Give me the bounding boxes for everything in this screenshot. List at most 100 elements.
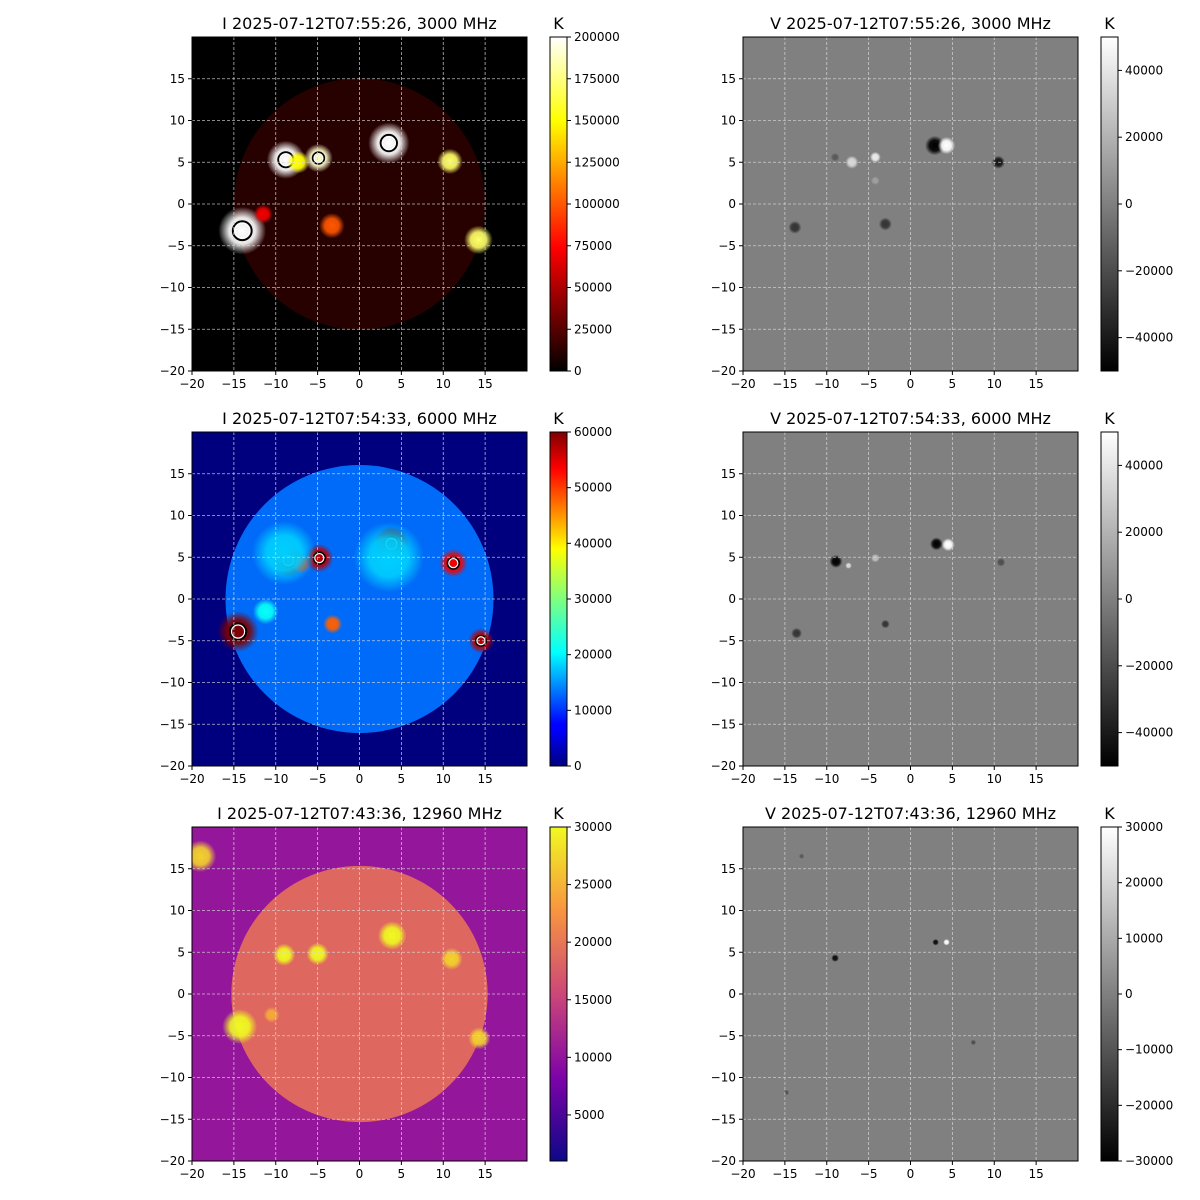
colorbar-tick-label: 30000 (1125, 820, 1163, 834)
chart-panel: I 2025-07-12T07:54:33, 6000 MHz −20 −15 −10… (160, 409, 613, 786)
radio-source (253, 204, 273, 224)
y-tick-label: 10 (170, 114, 185, 128)
x-tick-label: 10 (987, 772, 1002, 786)
image-area (743, 827, 1078, 1161)
radio-source (943, 938, 950, 946)
colorbar-label: K (1104, 409, 1115, 428)
x-tick-label: −5 (309, 772, 327, 786)
radio-source (798, 853, 805, 859)
colorbar-tick-label: 40000 (1125, 458, 1163, 472)
colorbar (1100, 826, 1119, 1162)
chart-panel: V 2025-07-12T07:54:33, 6000 MHz −20 −15 −10… (711, 409, 1174, 786)
chart-panel: I 2025-07-12T07:55:26, 3000 MHz −20 −15 −10… (160, 14, 620, 391)
colorbar-label: K (553, 14, 564, 33)
radio-source (937, 136, 956, 155)
radio-source (829, 554, 843, 568)
y-tick-label: 15 (170, 467, 185, 481)
radio-source (870, 553, 880, 563)
radio-source (304, 143, 333, 173)
radio-source (468, 1027, 491, 1050)
x-tick-label: −5 (309, 1167, 327, 1181)
chart-title: V 2025-07-12T07:43:36, 12960 MHz (765, 804, 1056, 823)
y-tick-label: −10 (711, 1071, 736, 1085)
x-tick-label: 10 (436, 377, 451, 391)
radio-source (831, 954, 839, 962)
y-tick-label: −15 (711, 717, 736, 731)
chart-title: I 2025-07-12T07:55:26, 3000 MHz (222, 14, 497, 33)
y-tick-label: −20 (711, 1154, 736, 1168)
x-tick-label: −15 (221, 377, 246, 391)
colorbar-label: K (553, 409, 564, 428)
colorbar (549, 826, 568, 1162)
radio-source (870, 176, 880, 185)
radio-source (437, 148, 463, 175)
colorbar (1100, 36, 1119, 372)
x-tick-label: −20 (730, 772, 755, 786)
radio-source (941, 538, 955, 552)
colorbar-label: K (1104, 804, 1115, 823)
colorbar-tick-label: −20000 (1125, 1098, 1173, 1112)
radio-source (440, 947, 463, 971)
colorbar-tick-label: 60000 (574, 425, 612, 439)
colorbar-tick-label: 0 (574, 364, 582, 378)
x-tick-label: 15 (477, 1167, 492, 1181)
y-tick-label: −5 (167, 1029, 185, 1043)
colorbar-tick-label: 100000 (574, 197, 620, 211)
y-tick-label: 15 (721, 72, 736, 86)
x-tick-label: 10 (987, 377, 1002, 391)
y-tick-label: −5 (167, 634, 185, 648)
colorbar-tick-label: 10000 (574, 703, 612, 717)
radio-source (845, 155, 859, 169)
colorbar-tick-label: 25000 (574, 322, 612, 336)
y-tick-label: −15 (160, 1112, 185, 1126)
x-tick-label: 0 (907, 377, 915, 391)
x-tick-label: −15 (772, 772, 797, 786)
radio-source (272, 943, 296, 966)
y-tick-label: 15 (721, 467, 736, 481)
radio-source (319, 212, 345, 239)
x-tick-label: −10 (814, 377, 839, 391)
x-tick-label: −5 (860, 772, 878, 786)
y-tick-label: −15 (160, 322, 185, 336)
x-tick-label: 5 (949, 1167, 957, 1181)
x-tick-label: −10 (263, 377, 288, 391)
y-tick-label: −15 (711, 1112, 736, 1126)
radio-source (996, 557, 1006, 567)
colorbar-tick-label: 20000 (1125, 525, 1163, 539)
y-tick-label: −15 (711, 322, 736, 336)
radio-source (830, 152, 840, 162)
image-area (192, 827, 527, 1161)
image-area (192, 37, 527, 371)
contour-outer (228, 622, 248, 641)
x-tick-label: −10 (814, 1167, 839, 1181)
y-tick-label: 5 (177, 155, 185, 169)
radio-source (263, 1006, 280, 1023)
radio-source (881, 619, 890, 629)
colorbar-tick-label: 40000 (574, 536, 612, 550)
colorbar (549, 431, 568, 767)
colorbar-tick-label: 175000 (574, 72, 620, 86)
x-tick-label: −20 (179, 377, 204, 391)
x-tick-label: −20 (179, 772, 204, 786)
contour-outer (311, 151, 326, 165)
x-tick-label: −20 (179, 1167, 204, 1181)
radio-source (438, 548, 468, 578)
radio-source (377, 921, 407, 950)
x-tick-label: 0 (356, 377, 364, 391)
y-tick-label: 0 (728, 197, 736, 211)
y-tick-label: −10 (160, 676, 185, 690)
x-tick-label: −15 (221, 1167, 246, 1181)
chart-title: I 2025-07-12T07:43:36, 12960 MHz (217, 804, 502, 823)
y-tick-label: −20 (711, 364, 736, 378)
y-tick-label: −5 (718, 239, 736, 253)
x-tick-label: −20 (730, 377, 755, 391)
radio-source (845, 562, 852, 569)
y-tick-label: 5 (728, 155, 736, 169)
colorbar-tick-label: −20000 (1125, 264, 1173, 278)
y-tick-label: 5 (177, 550, 185, 564)
y-tick-label: 10 (721, 114, 736, 128)
y-tick-label: −5 (167, 239, 185, 253)
radio-source (323, 614, 343, 634)
y-tick-label: 10 (721, 904, 736, 918)
